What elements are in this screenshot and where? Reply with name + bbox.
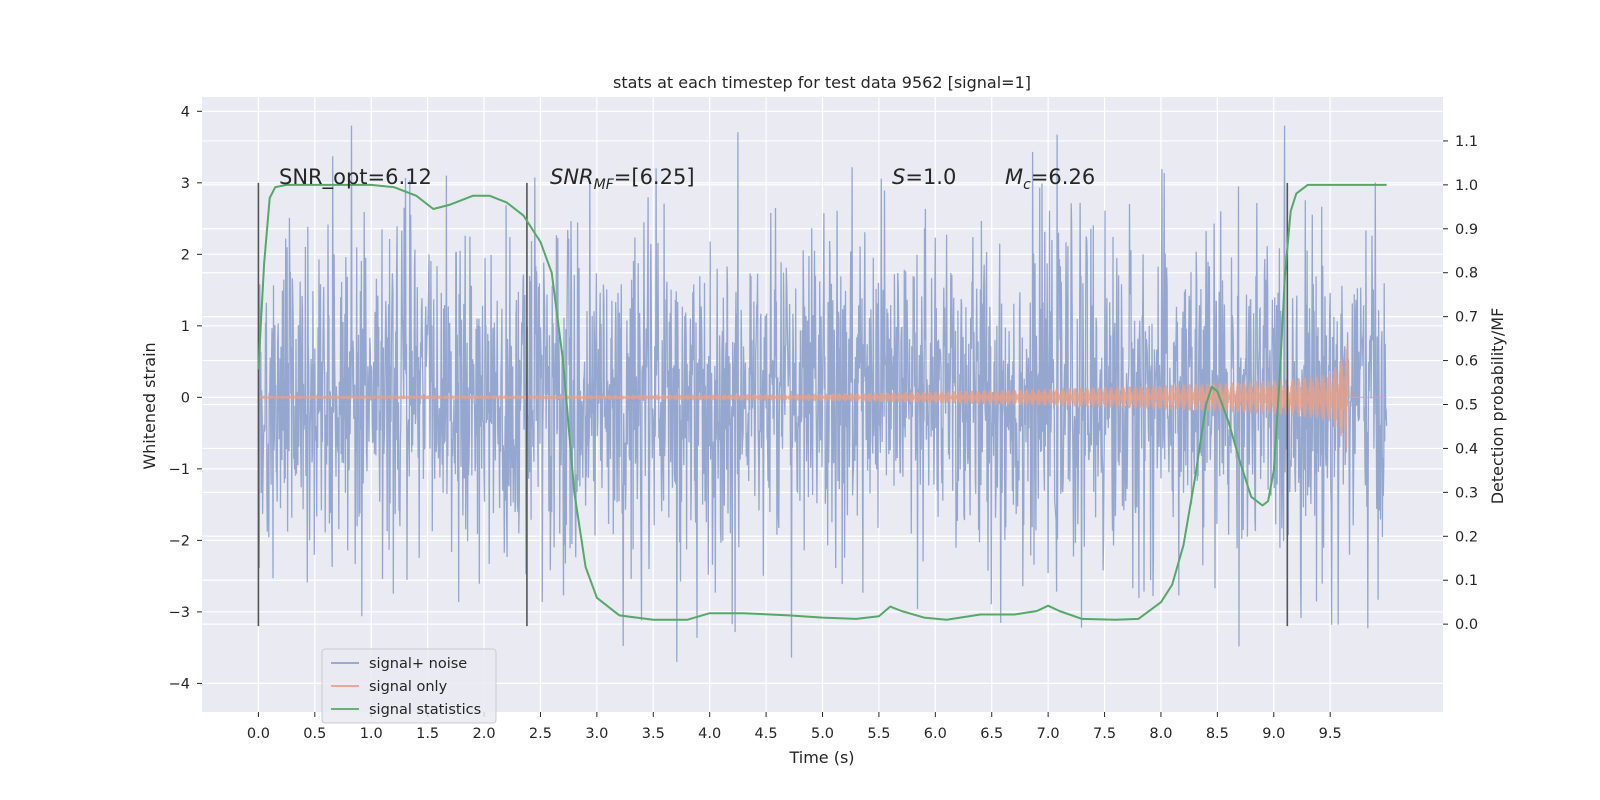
annotation-snr-mf-base: SNR	[550, 165, 594, 189]
y-tick-label-8: 4	[181, 104, 190, 120]
y-right-tick-label-2: 0.2	[1455, 529, 1478, 545]
y-right-tick-label-11: 1.1	[1455, 134, 1478, 150]
x-tick-label-7: 3.5	[642, 726, 665, 742]
y-axis-ticks: −4 −3 −2 −1 0 1 2 3 4	[169, 104, 202, 692]
x-tick-label-6: 3.0	[585, 726, 608, 742]
series-signal-only	[257, 343, 1387, 450]
plot-area	[202, 97, 1443, 712]
chart-title: stats at each timestep for test data 956…	[613, 73, 1031, 92]
x-tick-label-1: 0.5	[303, 726, 326, 742]
y-right-tick-label-3: 0.3	[1455, 485, 1478, 501]
x-tick-label-5: 2.5	[529, 726, 552, 742]
y-axis-right-ticks: 0.0 0.1 0.2 0.3 0.4 0.5 0.6 0.7 0.8 0.9 1.0 1.1	[1443, 134, 1478, 633]
y-tick-label-0: −4	[169, 676, 190, 692]
x-tick-label-8: 4.0	[698, 726, 721, 742]
legend-frame	[321, 648, 497, 724]
signal-statistics-line	[257, 183, 1387, 621]
annotation-snr-mf-value: =[6.25]	[614, 165, 695, 189]
annotation-mc: Mc=6.26	[1005, 165, 1095, 193]
annotation-mc-value: =6.26	[1031, 165, 1095, 189]
annotation-mc-label: M	[1005, 165, 1023, 189]
y-right-tick-label-7: 0.7	[1455, 310, 1478, 326]
annotation-snr-mf: SNRMF=[6.25]	[550, 165, 695, 193]
x-tick-label-15: 7.5	[1093, 726, 1116, 742]
y-right-tick-label-8: 0.8	[1455, 266, 1478, 282]
y-right-tick-label-0: 0.0	[1455, 617, 1478, 633]
annotation-snr-mf-subscript: MF	[594, 177, 615, 193]
y-right-tick-label-9: 0.9	[1455, 222, 1478, 238]
x-tick-label-19: 9.5	[1319, 726, 1342, 742]
y-right-tick-label-4: 0.4	[1455, 441, 1478, 457]
annotation-s: S=1.0	[892, 165, 956, 189]
y-right-tick-label-6: 0.6	[1455, 354, 1478, 370]
x-tick-label-17: 8.5	[1206, 726, 1229, 742]
x-tick-label-3: 1.5	[416, 726, 439, 742]
y-tick-label-1: −3	[169, 605, 190, 621]
x-tick-label-0: 0.0	[247, 726, 270, 742]
y-right-tick-label-5: 0.5	[1455, 398, 1478, 414]
signal-only-line	[257, 343, 1387, 450]
legend-label-stats: signal statistics	[369, 702, 481, 718]
annotation-mc-subscript: c	[1023, 177, 1031, 193]
x-tick-label-13: 6.5	[980, 726, 1003, 742]
y-tick-label-7: 3	[181, 176, 190, 192]
y-tick-label-5: 1	[181, 319, 190, 335]
series-signal-plus-noise	[257, 125, 1388, 662]
y-tick-label-6: 2	[181, 247, 190, 263]
y-right-tick-label-10: 1.0	[1455, 178, 1478, 194]
x-tick-label-9: 4.5	[755, 726, 778, 742]
x-tick-label-10: 5.0	[811, 726, 834, 742]
annotation-s-value: =1.0	[905, 165, 956, 189]
x-tick-label-16: 8.0	[1149, 726, 1172, 742]
y-tick-label-4: 0	[181, 390, 190, 406]
x-tick-label-12: 6.0	[924, 726, 947, 742]
y-right-tick-label-1: 0.1	[1455, 573, 1478, 589]
signal-plus-noise-line	[257, 125, 1388, 662]
y-tick-label-2: −2	[169, 533, 190, 549]
y-axis-right-label: Detection probability/MF	[1488, 308, 1507, 505]
x-axis-label: Time (s)	[788, 748, 854, 767]
legend-label-noise: signal+ noise	[369, 656, 467, 672]
x-tick-label-4: 2.0	[473, 726, 496, 742]
legend: signal+ noise signal only signal statist…	[321, 648, 497, 724]
legend-label-signal: signal only	[369, 679, 448, 695]
y-axis-label: Whitened strain	[140, 342, 159, 469]
x-tick-label-2: 1.0	[360, 726, 383, 742]
annotation-s-label: S	[892, 165, 905, 189]
annotation-snr-opt: SNR_opt=6.12	[279, 165, 432, 190]
y-tick-label-3: −1	[169, 462, 190, 478]
x-axis-ticks: 0.0 0.5 1.0 1.5 2.0 2.5 3.0 3.5 4.0 4.5 5.0 5.5 6.0 6…	[247, 712, 1342, 742]
series-signal-statistics	[257, 183, 1387, 621]
x-tick-label-11: 5.5	[867, 726, 890, 742]
x-tick-label-18: 9.0	[1262, 726, 1285, 742]
x-tick-label-14: 7.0	[1037, 726, 1060, 742]
